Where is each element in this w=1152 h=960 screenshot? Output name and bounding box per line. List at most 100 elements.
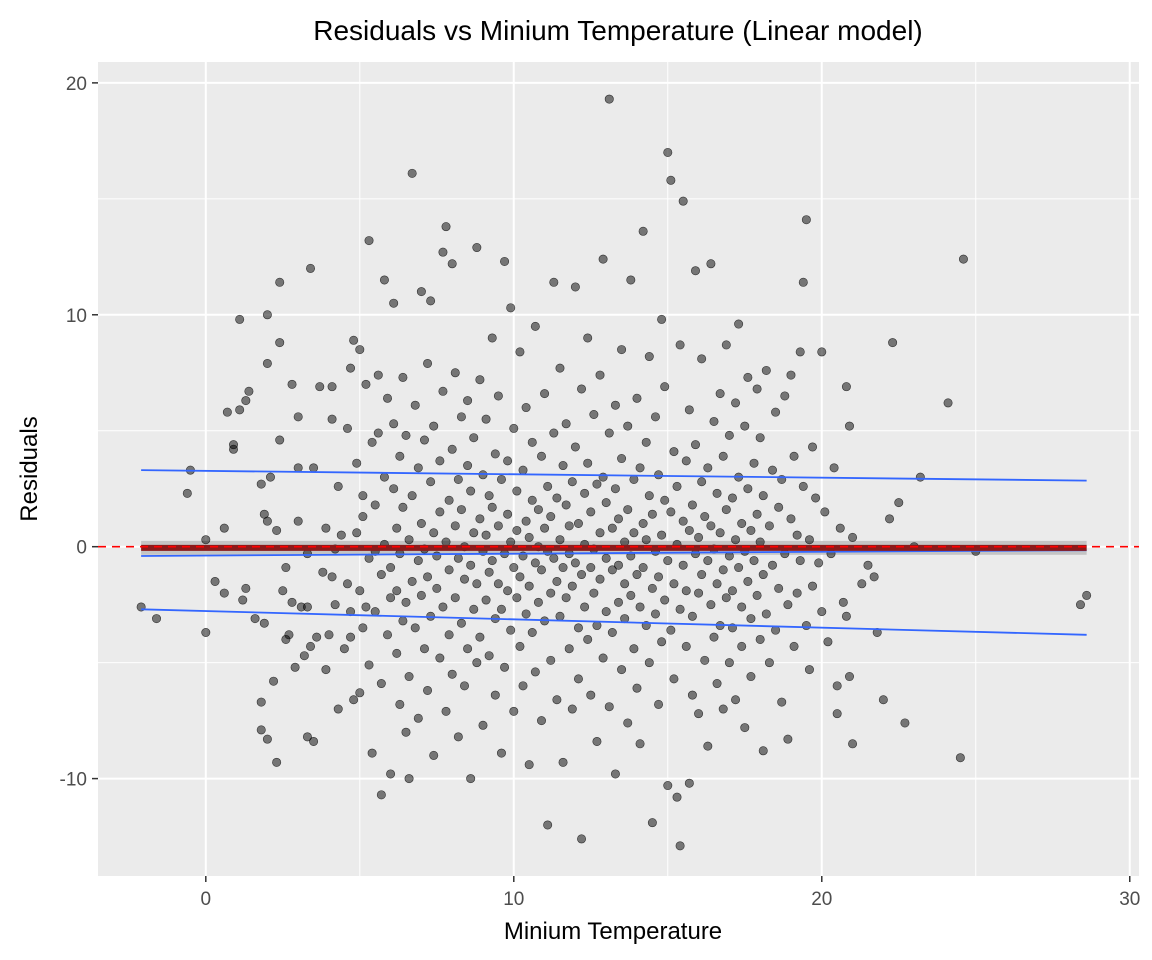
data-point: [536, 565, 546, 575]
data-point: [577, 834, 587, 844]
data-point: [426, 477, 436, 487]
quantile-line: [141, 469, 1087, 482]
data-point: [453, 732, 463, 742]
data-point: [746, 525, 756, 535]
data-point: [835, 523, 845, 533]
data-point: [595, 528, 605, 538]
data-point: [900, 718, 910, 728]
data-point: [496, 474, 506, 484]
x-tick-label: 30: [1119, 889, 1140, 910]
data-point: [638, 518, 648, 528]
data-point: [644, 658, 654, 668]
data-point: [152, 614, 162, 624]
data-point: [638, 226, 648, 236]
data-point: [764, 521, 774, 531]
data-point: [367, 748, 377, 758]
data-point: [663, 556, 673, 566]
data-point: [567, 704, 577, 714]
data-point: [752, 384, 762, 394]
data-point: [675, 604, 685, 614]
data-point: [506, 625, 516, 635]
data-point: [493, 521, 503, 531]
data-point: [703, 741, 713, 751]
data-point: [469, 433, 479, 443]
data-point: [466, 774, 476, 784]
data-point: [229, 440, 239, 450]
data-point: [293, 412, 303, 422]
data-point: [222, 407, 232, 417]
data-point: [697, 477, 707, 487]
y-axis-title: Residuals: [16, 416, 43, 521]
data-point: [570, 442, 580, 452]
data-point: [503, 456, 513, 466]
data-point: [515, 347, 525, 357]
data-point: [398, 616, 408, 626]
data-point: [644, 491, 654, 501]
data-point: [958, 254, 968, 264]
data-point: [262, 734, 272, 744]
data-point: [306, 263, 316, 273]
data-point: [521, 609, 531, 619]
data-point: [500, 662, 510, 672]
data-point: [617, 345, 627, 355]
data-point: [620, 579, 630, 589]
data-point: [450, 593, 460, 603]
data-point: [349, 335, 359, 345]
data-point: [416, 590, 426, 600]
data-point: [727, 586, 737, 596]
data-point: [438, 247, 448, 257]
data-point: [423, 572, 433, 582]
data-point: [407, 491, 417, 501]
data-point: [435, 507, 445, 517]
data-point: [555, 535, 565, 545]
data-point: [481, 530, 491, 540]
data-point: [808, 581, 818, 591]
data-point: [669, 579, 679, 589]
data-point: [684, 778, 694, 788]
data-point: [389, 419, 399, 429]
data-point: [820, 507, 830, 517]
data-point: [613, 560, 623, 570]
data-point: [804, 535, 814, 545]
data-point: [358, 512, 368, 522]
data-point: [817, 607, 827, 617]
data-point: [681, 641, 691, 651]
data-point: [333, 704, 343, 714]
data-point: [327, 414, 337, 424]
data-point: [401, 727, 411, 737]
data-point: [456, 618, 466, 628]
data-point: [201, 535, 211, 545]
data-point: [333, 481, 343, 491]
data-point: [604, 428, 614, 438]
data-point: [235, 405, 245, 415]
data-point: [262, 310, 272, 320]
data-point: [869, 572, 879, 582]
data-point: [386, 593, 396, 603]
data-point: [346, 632, 356, 642]
data-point: [660, 595, 670, 605]
data-point: [829, 463, 839, 473]
data-point: [641, 437, 651, 447]
data-point: [429, 421, 439, 431]
data-point: [737, 641, 747, 651]
data-point: [435, 653, 445, 663]
data-point: [410, 400, 420, 410]
data-point: [595, 370, 605, 380]
data-point: [885, 514, 895, 524]
data-point: [573, 674, 583, 684]
data-point: [327, 572, 337, 582]
data-point: [447, 259, 457, 269]
data-point: [598, 653, 608, 663]
data-point: [527, 627, 537, 637]
data-point: [423, 685, 433, 695]
data-point: [632, 570, 642, 580]
data-point: [561, 593, 571, 603]
data-point: [764, 658, 774, 668]
data-point: [610, 769, 620, 779]
data-point: [715, 389, 725, 399]
data-point: [558, 563, 568, 573]
data-point: [493, 579, 503, 589]
data-point: [623, 718, 633, 728]
data-point: [386, 563, 396, 573]
data-point: [731, 398, 741, 408]
